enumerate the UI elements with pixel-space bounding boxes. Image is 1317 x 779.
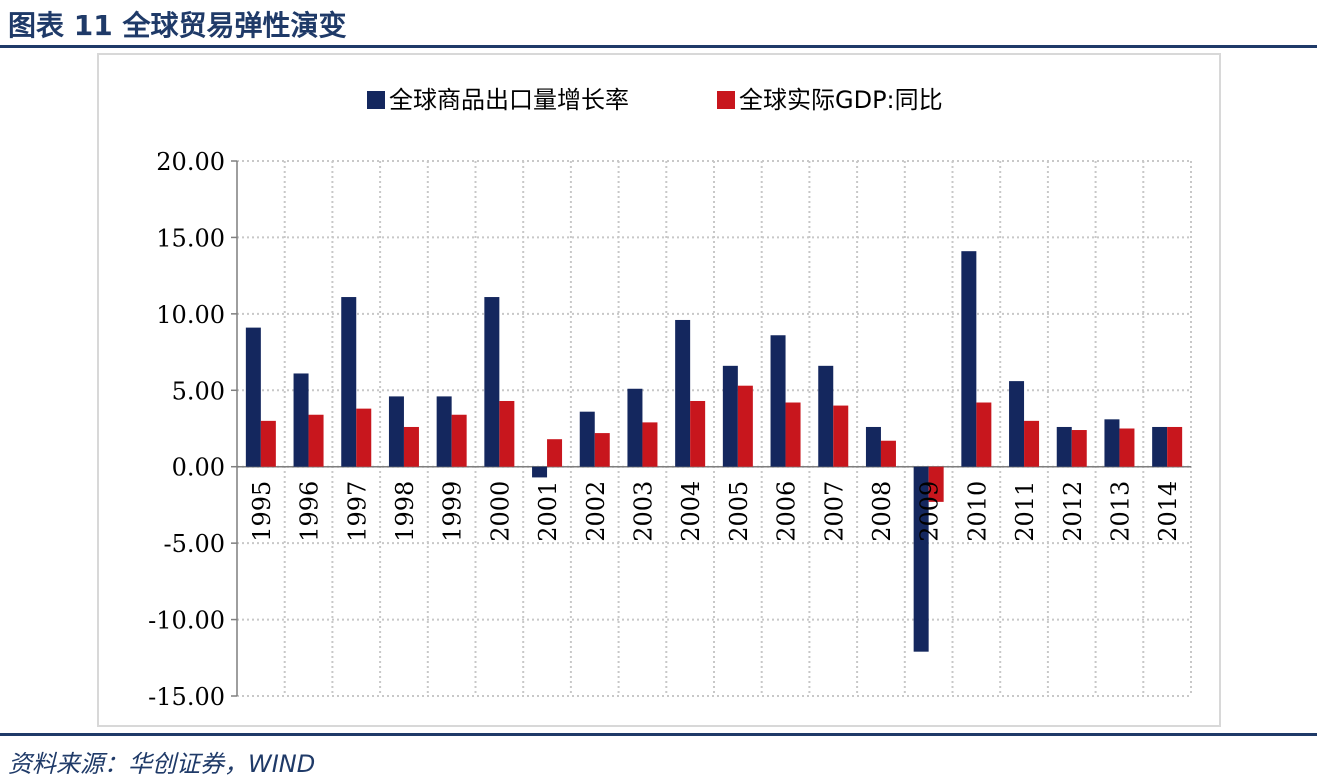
bar-gdp-2003 xyxy=(642,422,658,467)
grid-lines xyxy=(237,160,1192,697)
bar-gdp-1998 xyxy=(403,426,419,467)
y-tick-label: -15.00 xyxy=(148,683,225,711)
bar-gdp-2000 xyxy=(499,400,515,467)
x-tick-label: 2010 xyxy=(963,481,991,542)
source-note: 资料来源：华创证券，WIND xyxy=(8,750,316,778)
bar-gdp-1996 xyxy=(308,414,324,467)
x-tick-label: 2001 xyxy=(534,481,562,542)
legend-swatch-export xyxy=(367,91,385,109)
bar-gdp-2005 xyxy=(737,385,753,467)
bars xyxy=(245,251,1183,652)
bar-gdp-2009 xyxy=(928,466,944,502)
bar-export-2005 xyxy=(722,365,738,467)
tick-labels: 20.00 15.00 10.00 5.00 0.00 -5.00 -10.00 -15.00… xyxy=(148,148,1182,711)
y-tick-label: 0.00 xyxy=(172,454,225,482)
bar-gdp-2004 xyxy=(690,400,706,467)
x-tick-label: 2006 xyxy=(773,481,801,542)
x-tick-label: 1998 xyxy=(391,481,419,542)
chart-frame: 20.00 15.00 10.00 5.00 0.00 -5.00 -10.00 -15.00… xyxy=(97,53,1221,727)
x-tick-label: 1999 xyxy=(439,481,467,542)
x-tick-label: 2000 xyxy=(486,481,514,542)
bar-export-2006 xyxy=(770,335,786,467)
legend-swatch-gdp xyxy=(717,91,735,109)
x-tick-label: 2012 xyxy=(1059,481,1087,542)
legend: 全球商品出口量增长率 全球实际GDP:同比 xyxy=(367,86,943,114)
bar-export-1997 xyxy=(341,297,357,467)
y-tick-label: -10.00 xyxy=(148,607,225,635)
y-tick-label: 10.00 xyxy=(156,301,225,329)
x-tick-label: 2013 xyxy=(1106,481,1134,542)
legend-label-gdp: 全球实际GDP:同比 xyxy=(739,86,943,114)
bar-export-2009 xyxy=(913,466,929,652)
bar-gdp-2014 xyxy=(1167,426,1183,467)
bar-export-1995 xyxy=(245,327,261,467)
y-tick-label: 15.00 xyxy=(156,224,225,252)
bar-gdp-2012 xyxy=(1071,430,1087,467)
x-tick-label: 2002 xyxy=(582,481,610,542)
bar-export-2001 xyxy=(532,466,548,478)
x-tick-label: 1997 xyxy=(343,481,371,542)
top-rule xyxy=(0,45,1317,48)
bar-gdp-2006 xyxy=(785,402,801,467)
x-tick-label: 2005 xyxy=(725,481,753,542)
bar-export-2013 xyxy=(1104,419,1120,467)
bar-gdp-2007 xyxy=(833,405,849,467)
bar-export-2011 xyxy=(1009,381,1025,467)
bar-gdp-1999 xyxy=(451,414,467,467)
x-tick-label: 1996 xyxy=(296,481,324,542)
x-tick-label: 2004 xyxy=(677,481,705,542)
y-tick-label: -5.00 xyxy=(163,530,225,558)
bar-gdp-2011 xyxy=(1024,420,1040,467)
bar-export-1996 xyxy=(293,373,309,467)
x-tick-label: 2003 xyxy=(629,481,657,542)
bottom-rule xyxy=(0,733,1317,736)
bar-export-2010 xyxy=(961,251,977,467)
bar-export-2002 xyxy=(579,411,595,467)
bar-export-1999 xyxy=(436,396,452,467)
bar-export-2007 xyxy=(818,365,834,467)
bar-export-2012 xyxy=(1056,426,1072,467)
x-tick-label: 2007 xyxy=(820,481,848,542)
bar-export-2014 xyxy=(1152,426,1168,467)
bar-gdp-2001 xyxy=(547,439,563,467)
bar-export-2000 xyxy=(484,297,500,467)
x-tick-label: 2014 xyxy=(1154,481,1182,542)
bar-export-2008 xyxy=(865,426,881,467)
x-tick-label: 2009 xyxy=(916,481,944,542)
bar-gdp-2008 xyxy=(880,440,896,467)
bar-gdp-2002 xyxy=(594,433,610,467)
y-tick-label: 5.00 xyxy=(172,377,225,405)
bar-gdp-1995 xyxy=(260,420,276,467)
bar-export-1998 xyxy=(388,396,404,467)
bar-gdp-2010 xyxy=(976,402,992,467)
x-tick-label: 2011 xyxy=(1011,481,1039,542)
bar-export-2003 xyxy=(627,388,643,467)
bar-gdp-1997 xyxy=(356,408,372,467)
y-tick-label: 20.00 xyxy=(156,148,225,176)
bar-export-2004 xyxy=(675,319,691,467)
figure-title: 图表 11 全球贸易弹性演变 xyxy=(8,9,347,42)
legend-label-export: 全球商品出口量增长率 xyxy=(389,86,629,114)
x-tick-label: 2008 xyxy=(868,481,896,542)
bar-gdp-2013 xyxy=(1119,428,1135,467)
x-tick-label: 1995 xyxy=(248,481,276,542)
bar-chart: 20.00 15.00 10.00 5.00 0.00 -5.00 -10.00 -15.00… xyxy=(148,86,1192,711)
